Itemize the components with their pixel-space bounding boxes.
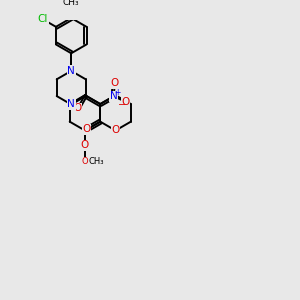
Text: O: O [111, 78, 119, 88]
Text: +: + [114, 88, 121, 97]
Text: N: N [110, 91, 118, 101]
Text: O: O [82, 157, 88, 166]
Text: O: O [74, 103, 82, 113]
Text: CH₃: CH₃ [89, 157, 104, 166]
Text: O: O [111, 125, 120, 136]
Text: O: O [81, 140, 89, 151]
Text: −: − [118, 100, 126, 110]
Text: CH₃: CH₃ [63, 0, 80, 8]
Text: O: O [83, 124, 91, 134]
Text: Cl: Cl [38, 14, 48, 24]
Text: N: N [68, 100, 75, 110]
Text: N: N [68, 66, 75, 76]
Text: O: O [122, 97, 130, 107]
